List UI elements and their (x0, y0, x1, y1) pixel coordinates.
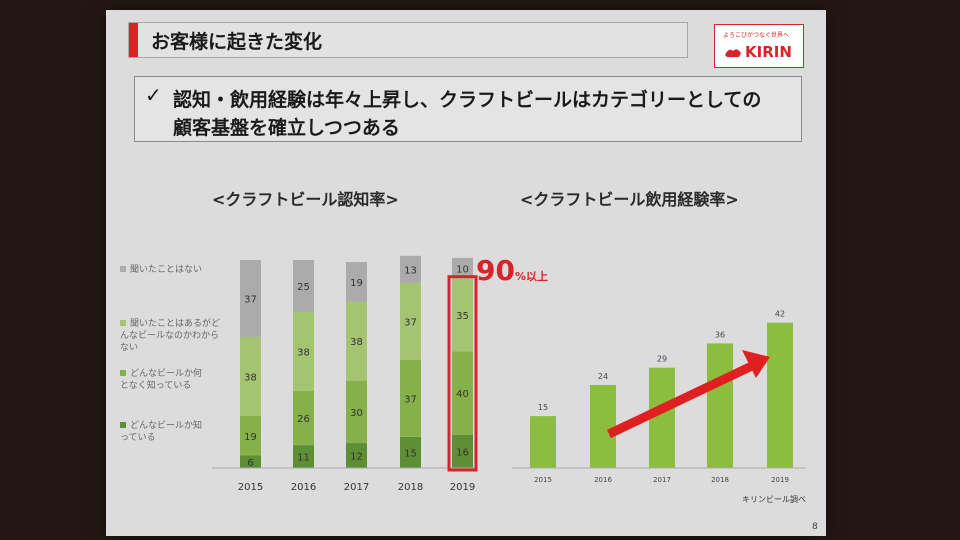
legend-label: 聞いたことはない (130, 265, 203, 275)
legend-item-know: どんなビールか知っている (120, 420, 202, 444)
awareness-bar-segment (400, 436, 421, 468)
logo-name: KIRIN (745, 43, 792, 61)
awareness-bar-segment (240, 336, 261, 416)
experience-data-label: 42 (775, 310, 785, 319)
legend-swatch (120, 266, 126, 272)
awareness-bar-segment (452, 257, 473, 279)
awareness-bar-segment (293, 260, 314, 312)
awareness-bar-segment (293, 391, 314, 446)
experience-data-label: 15 (538, 403, 548, 412)
awareness-bar-segment (240, 416, 261, 456)
experience-data-label: 24 (598, 372, 608, 381)
legend-label: どんなビールか何となく知っている (120, 369, 203, 391)
highlight-box (447, 275, 478, 472)
awareness-bar-segment (452, 351, 473, 435)
trend-arrow-shaft (607, 359, 758, 439)
awareness-data-label: 15 (404, 448, 417, 459)
awareness-data-label: 35 (456, 311, 469, 322)
awareness-data-label: 30 (350, 408, 363, 419)
awareness-data-label: 38 (350, 337, 363, 348)
experience-bar (767, 322, 793, 468)
highlight-callout: 90%以上 (476, 254, 548, 287)
kirin-logo: よろこびがつなぐ世界へ KIRIN (714, 24, 804, 68)
awareness-bar-segment (293, 445, 314, 468)
experience-x-tick-label: 2018 (711, 476, 729, 484)
awareness-x-tick-label: 2016 (291, 482, 316, 493)
awareness-x-tick-label: 2017 (344, 482, 369, 493)
awareness-data-label: 16 (456, 447, 469, 458)
experience-x-tick-label: 2017 (653, 476, 671, 484)
awareness-chart-title: <クラフトビール認知率> (212, 190, 399, 209)
awareness-data-label: 40 (456, 389, 469, 400)
experience-x-tick-label: 2019 (771, 476, 789, 484)
awareness-data-label: 13 (404, 265, 417, 276)
awareness-data-label: 37 (404, 317, 417, 328)
slide-title-bar: お客様に起きた変化 (128, 22, 688, 58)
legend-item-heard-only: 聞いたことはあるがどんなビールなのかわからない (120, 318, 224, 354)
awareness-bar-segment (400, 255, 421, 283)
awareness-data-label: 38 (297, 348, 310, 359)
legend-swatch (120, 422, 126, 428)
legend-swatch (120, 320, 126, 326)
experience-bar (590, 384, 616, 468)
awareness-data-label: 11 (297, 453, 310, 464)
key-message-line-2: 顧客基盤を確立しつつある (173, 117, 400, 139)
awareness-data-label: 19 (244, 432, 257, 443)
awareness-data-label: 37 (404, 394, 417, 405)
legend-item-somewhat-know: どんなビールか何となく知っている (120, 368, 210, 392)
key-message-line-1: 認知・飲用経験は年々上昇し、クラフトビールはカテゴリーとしての (173, 89, 762, 111)
legend-label: 聞いたことはあるがどんなビールなのかわからない (120, 319, 221, 353)
awareness-data-label: 6 (247, 458, 253, 469)
awareness-bar-segment (346, 380, 367, 444)
awareness-data-label: 26 (297, 414, 310, 425)
awareness-bar-segment (400, 282, 421, 360)
awareness-data-label: 19 (350, 278, 363, 289)
awareness-data-label: 25 (297, 282, 310, 293)
logo-slogan: よろこびがつなぐ世界へ (723, 32, 790, 39)
charts-canvas: 6 19 38 37 2015 11 26 38 25 2016 12 30 38 19 2017 15 37 3… (212, 255, 806, 493)
awareness-data-label: 38 (244, 372, 257, 383)
experience-x-tick-label: 2015 (534, 476, 552, 484)
experience-bar (530, 416, 556, 468)
awareness-x-tick-label: 2015 (238, 482, 263, 493)
legend-swatch (120, 370, 126, 376)
awareness-bar-segment (240, 455, 261, 468)
check-icon: ✓ (145, 83, 162, 107)
experience-bar (707, 343, 733, 468)
page-number: 8 (812, 522, 818, 532)
awareness-bar-segment (452, 434, 473, 468)
awareness-bar-segment (346, 262, 367, 302)
key-message-box: ✓ 認知・飲用経験は年々上昇し、クラフトビールはカテゴリーとしての 顧客基盤を確… (134, 76, 802, 142)
experience-data-label: 29 (657, 355, 667, 364)
awareness-bar-segment (240, 260, 261, 337)
awareness-data-label: 37 (244, 294, 257, 305)
awareness-bar-segment (452, 278, 473, 352)
source-footnote: キリンビール調べ (742, 495, 806, 504)
experience-chart-title: <クラフトビール飲用経験率> (520, 190, 739, 209)
awareness-bar-segment (293, 312, 314, 392)
highlight-value: 90 (476, 254, 515, 287)
legend-label: どんなビールか知っている (120, 421, 203, 443)
slide-title: お客様に起きた変化 (151, 31, 323, 53)
awareness-x-tick-label: 2019 (450, 482, 475, 493)
awareness-bar-segment (346, 443, 367, 468)
trend-arrow-head-icon (742, 350, 770, 378)
kirin-mark-icon (725, 49, 741, 57)
awareness-data-label: 12 (350, 452, 363, 463)
experience-x-tick-label: 2016 (594, 476, 612, 484)
awareness-bar-segment (346, 301, 367, 381)
slide: お客様に起きた変化 よろこびがつなぐ世界へ KIRIN ✓ 認知・飲用経験は年々… (106, 10, 826, 536)
title-accent (129, 23, 138, 57)
legend-item-never-heard: 聞いたことはない (120, 264, 202, 276)
awareness-bar-segment (400, 359, 421, 437)
awareness-data-label: 10 (456, 264, 469, 275)
highlight-suffix: %以上 (514, 270, 548, 283)
experience-data-label: 36 (715, 330, 725, 339)
awareness-x-tick-label: 2018 (398, 482, 423, 493)
